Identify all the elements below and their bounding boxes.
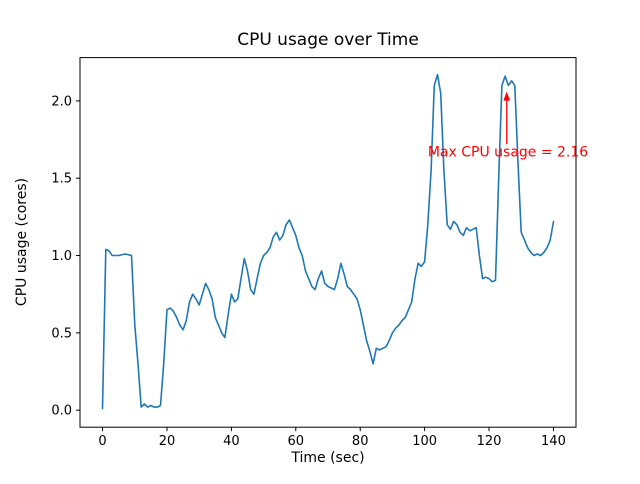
x-tick-label: 20 (159, 434, 176, 449)
x-tick-label: 140 (541, 434, 566, 449)
y-tick-label: 0.5 (51, 326, 72, 341)
x-tick-label: 120 (477, 434, 502, 449)
annotation-arrow-head (503, 91, 511, 101)
x-axis-label: Time (sec) (290, 450, 364, 466)
plot-area (79, 57, 577, 428)
x-tick-label: 100 (412, 434, 437, 449)
y-tick-label: 0.0 (51, 404, 72, 419)
y-axis-label: CPU usage (cores) (14, 178, 30, 306)
y-tick-label: 2.0 (51, 94, 72, 109)
x-tick-label: 0 (98, 434, 106, 449)
chart-title: CPU usage over Time (237, 30, 419, 50)
x-tick-label: 80 (352, 434, 369, 449)
x-tick-label: 40 (223, 434, 240, 449)
y-tick-label: 1.5 (51, 172, 72, 187)
cpu-usage-line (101, 73, 555, 410)
y-tick-label: 1.0 (51, 249, 72, 264)
annotation-text: Max CPU usage = 2.16 (428, 145, 588, 161)
x-tick-label: 60 (288, 434, 305, 449)
plot-dynamic-layer: 0 20 40 60 80 100 120 140 0.0 0.5 1.0 1.5 2.0 (51, 73, 566, 449)
